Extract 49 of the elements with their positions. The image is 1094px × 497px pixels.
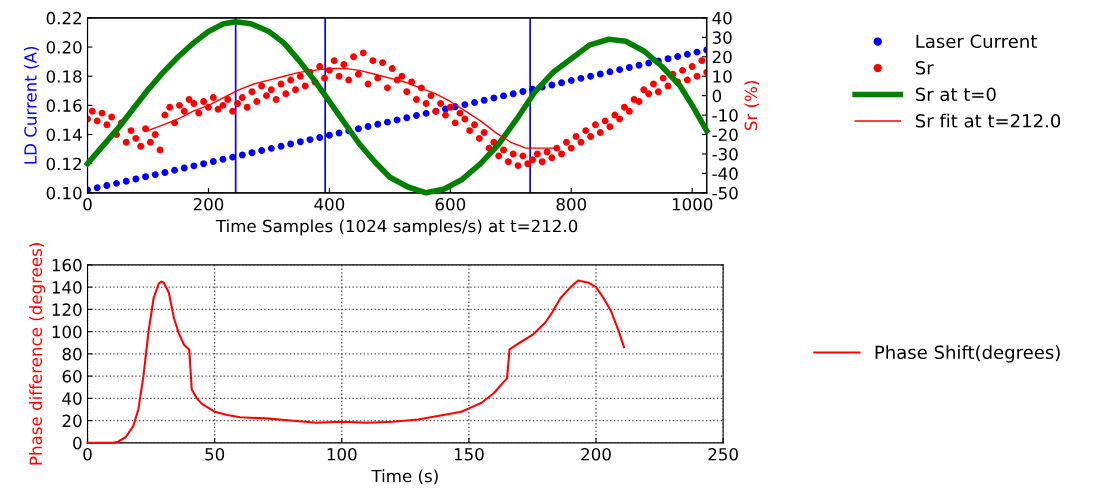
line-series — [86, 279, 626, 444]
y-tick-label: 0.18 — [46, 70, 82, 83]
x-tick-label: 600 — [435, 197, 466, 211]
x-tick-label: 800 — [556, 197, 587, 211]
x-axis-title: Time Samples (1024 samples/s) at t=212.0 — [215, 219, 578, 236]
y-tick-label: 120 — [52, 303, 82, 316]
y2-tick-label: -40 — [712, 167, 738, 180]
x-tick-label: 200 — [581, 447, 611, 461]
legend-label: Sr fit at t=212.0 — [915, 113, 1061, 128]
x-tick-label: 150 — [454, 447, 484, 461]
y-tick-label: 0.22 — [46, 11, 81, 25]
y2-tick-label: -30 — [712, 147, 738, 161]
legend-label: Sr — [915, 60, 934, 75]
legend-label: Phase Shift(degrees) — [875, 345, 1060, 363]
x-axis-title: Time (s) — [371, 469, 438, 485]
y2-tick-label: 10 — [713, 70, 732, 83]
y2-axis-title: Sr (%) — [744, 81, 760, 131]
y-tick-label: 0.16 — [46, 99, 82, 112]
legend-label: Laser Current — [916, 34, 1037, 49]
x-tick-label: 0 — [83, 197, 92, 211]
y-tick-label: 80 — [62, 347, 82, 361]
y-tick-label: 20 — [62, 414, 82, 428]
y2-tick-label: 20 — [712, 50, 732, 64]
y-tick-label: 60 — [62, 370, 82, 383]
y2-tick-label: -20 — [712, 128, 738, 142]
x-tick-label: 50 — [205, 447, 225, 461]
y2-tick-label: 0 — [712, 89, 722, 103]
x-tick-label: 200 — [193, 197, 224, 211]
y-tick-label: 100 — [52, 325, 82, 339]
y-tick-label: 0.20 — [46, 41, 82, 54]
x-tick-label: 400 — [314, 197, 345, 211]
legend-label: Sr at t=0 — [915, 87, 996, 102]
x-tick-label: 0 — [83, 447, 92, 461]
y-tick-label: 40 — [62, 392, 82, 405]
x-tick-label: 100 — [327, 447, 357, 461]
y-tick-label: 0 — [73, 436, 82, 450]
y-tick-label: 0.12 — [46, 157, 81, 171]
y-tick-label: 0.10 — [46, 186, 82, 200]
y-tick-label: 0.14 — [46, 128, 82, 142]
y-axis-title: LD Current (A) — [23, 46, 39, 164]
x-tick-label: 1000 — [672, 197, 713, 211]
x-tick-label: 250 — [708, 447, 738, 461]
y2-tick-label: -50 — [712, 186, 738, 200]
y2-tick-label: -10 — [712, 109, 738, 122]
y2-tick-label: 40 — [712, 11, 732, 25]
y2-tick-label: 30 — [712, 31, 732, 44]
y-tick-label: 160 — [52, 258, 82, 272]
y-tick-label: 140 — [52, 281, 82, 294]
y-axis-title: Phase difference (degrees) — [29, 243, 46, 465]
